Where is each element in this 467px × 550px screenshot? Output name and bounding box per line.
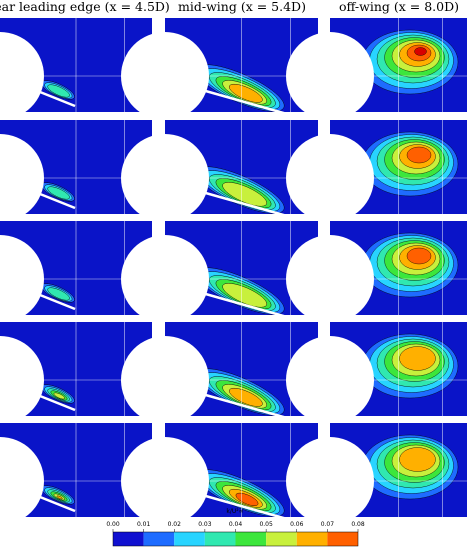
- cylinder: [121, 437, 209, 525]
- contour: [399, 447, 436, 472]
- contour: [406, 146, 432, 164]
- colorbar-segment: [204, 532, 236, 546]
- colorbar-tick-label: 0.06: [290, 521, 304, 528]
- panels: [0, 18, 467, 525]
- colorbar-label: k/U²∞: [226, 508, 243, 515]
- contour-panel: [0, 221, 152, 323]
- wing: [194, 491, 288, 521]
- cylinder: [286, 32, 374, 120]
- wing: [194, 188, 288, 218]
- contour: [229, 83, 263, 103]
- colorbar-tick-label: 0.08: [351, 521, 365, 528]
- colorbar-segment: [266, 532, 297, 546]
- cylinder: [0, 134, 44, 222]
- contour-panel: [121, 221, 318, 323]
- contour: [47, 287, 70, 301]
- colorbar-segment: [113, 532, 144, 546]
- cylinder: [0, 32, 44, 120]
- colorbar: 0.00 0.01 0.02 0.03 0.04 0.05 0.06 0.07 0.08: [106, 521, 365, 547]
- contour-panel: [286, 221, 467, 323]
- wing: [194, 86, 288, 116]
- wing: [29, 188, 76, 210]
- cylinder: [286, 437, 374, 525]
- contour: [406, 247, 432, 265]
- colorbar-segment: [143, 532, 175, 546]
- colorbar-segment: [327, 532, 358, 546]
- contour: [47, 84, 70, 98]
- colorbar-tick-label: 0.02: [168, 521, 182, 528]
- cylinder: [121, 32, 209, 120]
- cylinder: [121, 134, 209, 222]
- colorbar-frame: [112, 531, 359, 547]
- cylinder: [0, 235, 44, 323]
- cylinder: [286, 134, 374, 222]
- colorbar-tick-label: 0.00: [106, 521, 120, 528]
- cylinder: [0, 437, 44, 525]
- contour: [229, 387, 263, 407]
- contour: [47, 186, 70, 200]
- cylinder: [121, 336, 209, 424]
- contour-panel: [286, 18, 467, 120]
- colorbar-tick-label: 0.01: [137, 521, 151, 528]
- wing: [29, 86, 76, 108]
- contour: [56, 495, 63, 500]
- colorbar-segment: [174, 532, 205, 546]
- contour-panel: [121, 423, 318, 525]
- colorbar-tick-label: 0.04: [229, 521, 243, 528]
- contour: [414, 47, 427, 56]
- wing: [29, 491, 76, 513]
- contour-panel: [286, 322, 467, 424]
- colorbar-tick-label: 0.05: [259, 521, 273, 528]
- cylinder: [286, 336, 374, 424]
- cylinder: [0, 336, 44, 424]
- wing: [194, 289, 288, 319]
- wing: [29, 289, 76, 311]
- wing: [194, 390, 288, 420]
- cylinder: [121, 235, 209, 323]
- colorbar-tick-label: 0.03: [198, 521, 212, 528]
- contour: [399, 346, 436, 371]
- column-title: near leading edge (x = 4.5D): [0, 0, 170, 14]
- colorbar-tick-label: 0.07: [321, 521, 335, 528]
- column-title: off-wing (x = 8.0D): [339, 0, 459, 14]
- contour-panel: [286, 120, 467, 222]
- contour: [53, 392, 66, 400]
- colorbar-segment: [296, 532, 328, 546]
- wing: [29, 390, 76, 412]
- cylinder: [286, 235, 374, 323]
- colorbar-segment: [235, 532, 267, 546]
- contour-panel: [286, 423, 467, 525]
- column-title: mid-wing (x = 5.4D): [178, 0, 306, 14]
